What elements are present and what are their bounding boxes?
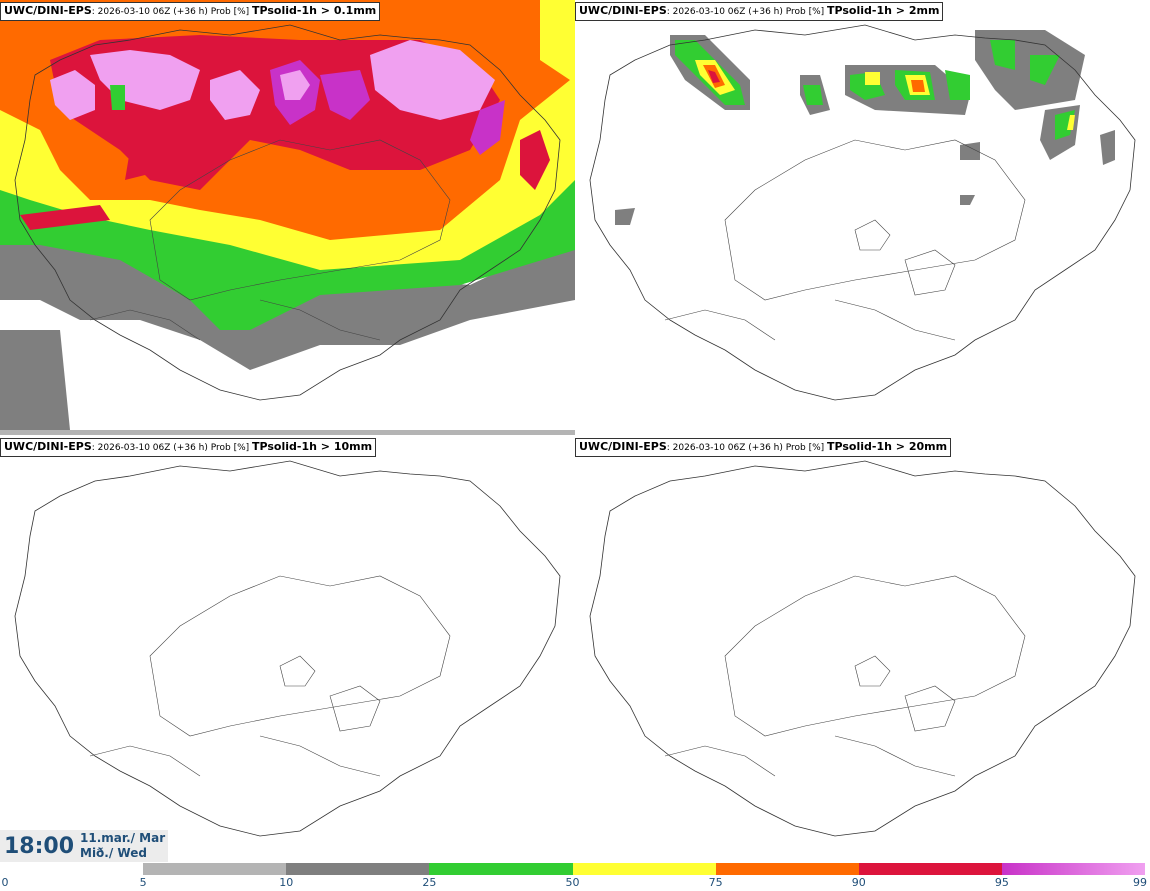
colorbar-segment xyxy=(715,863,859,875)
colorbar-tick-label: 99 xyxy=(1133,876,1147,889)
colorbar-segment xyxy=(572,863,716,875)
map-panel-2mm: UWC/DINI-EPS: 2026-03-10 06Z (+36 h) Pro… xyxy=(575,0,1150,435)
valid-time-box: 18:00 11.mar./ Mar Mið./ Wed xyxy=(0,830,168,862)
colorbar-tick-label: 90 xyxy=(851,876,866,889)
valid-weekday: Mið./ Wed xyxy=(80,846,147,860)
colorbar-tick-label: 95 xyxy=(994,876,1009,889)
colorbar-tick-label: 0 xyxy=(1,876,9,889)
map-panel-0p1mm: UWC/DINI-EPS: 2026-03-10 06Z (+36 h) Pro… xyxy=(0,0,575,435)
panel-title: UWC/DINI-EPS: 2026-03-10 06Z (+36 h) Pro… xyxy=(575,438,952,457)
colorbar-tick-label: 10 xyxy=(279,876,294,889)
colorbar-segment xyxy=(1001,863,1145,875)
colorbar-tick-label: 25 xyxy=(422,876,437,889)
colorbar-tick-label: 75 xyxy=(708,876,723,889)
colorbar-segment xyxy=(429,863,573,875)
panel-title: UWC/DINI-EPS: 2026-03-10 06Z (+36 h) Pro… xyxy=(0,438,377,457)
probability-map xyxy=(575,436,1150,871)
colorbar-segment xyxy=(858,863,1002,875)
panel-title: UWC/DINI-EPS: 2026-03-10 06Z (+36 h) Pro… xyxy=(575,2,944,21)
colorbar-segment xyxy=(143,863,287,875)
valid-time: 18:00 xyxy=(4,834,75,859)
colorbar-segment xyxy=(286,863,430,875)
probability-map xyxy=(0,436,575,871)
colorbar-tick-label: 50 xyxy=(565,876,580,889)
probability-map xyxy=(575,0,1150,435)
colorbar-tick-label: 5 xyxy=(139,876,147,889)
map-panel-10mm: UWC/DINI-EPS: 2026-03-10 06Z (+36 h) Pro… xyxy=(0,436,575,871)
panel-title: UWC/DINI-EPS: 2026-03-10 06Z (+36 h) Pro… xyxy=(0,2,381,21)
valid-date: 11.mar./ Mar xyxy=(80,831,166,845)
probability-map xyxy=(0,0,575,435)
map-panel-20mm: UWC/DINI-EPS: 2026-03-10 06Z (+36 h) Pro… xyxy=(575,436,1150,871)
